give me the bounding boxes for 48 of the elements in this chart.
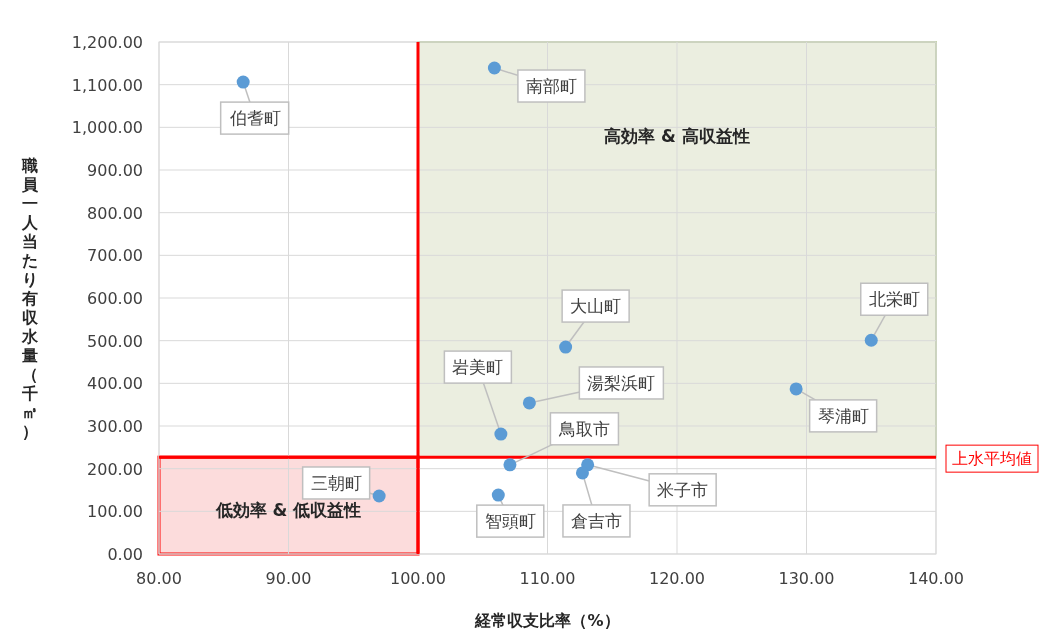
x-tick-label: 100.00 <box>390 569 446 588</box>
x-tick-label: 140.00 <box>908 569 964 588</box>
y-tick-label: 300.00 <box>87 417 143 436</box>
point <box>487 61 501 75</box>
y-tick-label: 800.00 <box>87 203 143 223</box>
annotation: 琴浦町 <box>817 405 869 426</box>
x-tick-label: 120.00 <box>649 569 705 588</box>
point <box>491 488 505 502</box>
point <box>575 466 589 480</box>
point <box>864 333 878 347</box>
y-tick-label: 900.00 <box>87 161 143 180</box>
y-tick-label: 1,100.00 <box>71 75 143 95</box>
y-tick-label: 400.00 <box>87 374 143 394</box>
x-tick-label: 130.00 <box>778 569 835 588</box>
annotation: 鳥取市 <box>558 418 611 439</box>
point <box>559 340 573 354</box>
y-tick-label: 200.00 <box>87 459 143 479</box>
point <box>494 427 508 441</box>
band-label: 高効率 & 高収益性 <box>604 126 750 146</box>
point <box>372 489 386 503</box>
annotation: 岩美町 <box>452 357 504 378</box>
annotation: 伯耆町 <box>228 108 281 129</box>
band-label: 低効率 & 低収益性 <box>214 499 362 520</box>
y-tick-label: 0.00 <box>107 545 143 564</box>
annotation: 大山町 <box>570 296 622 317</box>
y-tick-label: 1,200.00 <box>71 33 143 52</box>
y-tick-label: 100.00 <box>87 502 143 522</box>
ref-line-label: 上水平均値 <box>952 449 1032 469</box>
annotation: 南部町 <box>525 76 577 97</box>
point <box>503 458 517 472</box>
y-tick-label: 700.00 <box>87 246 143 266</box>
y-tick-label: 1,000.00 <box>71 118 143 138</box>
x-tick-label: 90.00 <box>265 569 312 588</box>
annotation: 智頭町 <box>484 511 536 532</box>
point <box>522 396 536 410</box>
x-tick-label: 110.00 <box>519 569 576 588</box>
annotation: 三朝町 <box>310 472 362 493</box>
annotation: 湯梨浜町 <box>587 372 656 393</box>
x-tick-label: 80.00 <box>136 569 182 588</box>
x-axis-title: 経常収支比率（%） <box>474 611 620 630</box>
point <box>789 382 803 396</box>
y-tick-label: 500.00 <box>87 331 143 351</box>
text: 職員一人当たり有収水量（千㎥） <box>22 156 38 441</box>
annotation: 北栄町 <box>868 289 920 310</box>
annotation: 米子市 <box>657 479 709 500</box>
point <box>236 75 250 89</box>
y-tick-label: 600.00 <box>87 289 143 308</box>
annotation: 倉吉市 <box>570 510 622 531</box>
